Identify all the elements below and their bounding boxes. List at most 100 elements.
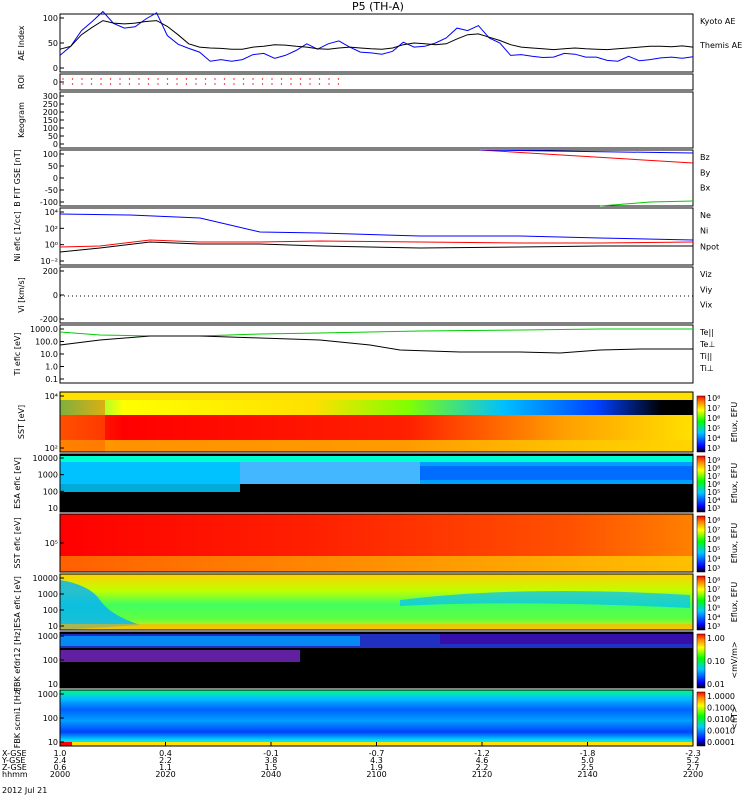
roi-mark xyxy=(128,78,131,80)
roi-mark xyxy=(71,83,74,85)
roi-mark xyxy=(280,78,283,80)
xaxis-row-label: Z-GSE xyxy=(2,763,27,772)
colorbar-tick-esa_e: 10⁸ xyxy=(707,464,720,473)
ytick-label-bfit: 100 xyxy=(43,150,58,159)
ytick-label-ti: 1.0 xyxy=(45,363,58,372)
ytick-label-keogram: 150 xyxy=(43,116,58,125)
roi-mark xyxy=(261,78,264,80)
roi-mark xyxy=(252,83,254,85)
colorbar-label-fbk_b: <nT> xyxy=(730,706,739,729)
legend-bfit-1: By xyxy=(700,168,710,177)
roi-mark xyxy=(271,78,273,80)
xaxis-row-label: Y-GSE xyxy=(1,756,25,765)
ytick-label-ni: 10⁻² xyxy=(40,257,58,266)
legend-ti-0: Te|| xyxy=(699,328,714,337)
xaxis-value-x: -1.2 xyxy=(474,749,490,758)
ytick-label-keogram: 300 xyxy=(43,92,58,101)
ytick-label-ti: 0.1 xyxy=(45,375,58,384)
ni-npot-line xyxy=(59,213,694,241)
ytick-label-ni: 10⁰ xyxy=(45,241,58,250)
colorbar-tick-fbk_b: 0.1000 xyxy=(707,704,735,713)
roi-mark xyxy=(290,83,292,85)
ylabel-vi: Vi [km/s] xyxy=(17,277,26,313)
xaxis-value-z: 1.9 xyxy=(370,763,383,772)
colorbar-tick-sst_i: 10⁴ xyxy=(707,554,720,563)
colorbar-tick-esa_i: 10⁵ xyxy=(707,604,720,613)
roi-mark xyxy=(299,78,302,80)
legend-ti-1: Te⊥ xyxy=(699,340,715,349)
ylabel-keogram: Keogram xyxy=(17,102,26,138)
bfit-bx-line xyxy=(479,149,694,154)
roi-mark xyxy=(90,78,93,80)
roi-mark xyxy=(185,83,188,85)
colorbar-label-fbk_e: <mV/m> xyxy=(730,641,739,678)
xaxis-value-z: 1.1 xyxy=(159,763,172,772)
panel-frame-roi xyxy=(59,73,694,91)
roi-mark xyxy=(62,83,64,85)
ytick-label-sst_e: 10² xyxy=(45,444,58,453)
ytick-label-fbk_e: 1000 xyxy=(38,632,58,641)
colorbar-tick-fbk_e: 0.01 xyxy=(707,680,725,689)
ylabel-sst_i: SST efic [eV] xyxy=(13,517,22,568)
colorbar-tick-sst_i: 10⁶ xyxy=(707,535,720,544)
roi-mark xyxy=(195,83,197,85)
roi-mark xyxy=(62,78,64,80)
legend-ti-3: Ti⊥ xyxy=(699,364,714,373)
ytick-label-vi: 200 xyxy=(43,267,58,276)
sst-electron-spectrogram xyxy=(60,392,693,452)
ytick-label-bfit: 0 xyxy=(53,174,58,183)
ytick-label-ae: 50 xyxy=(48,39,58,48)
roi-mark xyxy=(214,78,216,80)
series-ae-0 xyxy=(59,10,694,62)
roi-mark xyxy=(147,83,150,85)
legend-ae-0: Kyoto AE xyxy=(700,17,735,26)
legend-bfit-2: Bx xyxy=(700,184,710,193)
roi-mark xyxy=(100,78,102,80)
colorbar-tick-esa_i: 10³ xyxy=(707,622,720,631)
colorbar-tick-sst_e: 10⁶ xyxy=(707,414,720,423)
ytick-label-ti: 100.0 xyxy=(35,338,58,347)
ytick-label-keogram: 100 xyxy=(43,124,58,133)
roi-mark xyxy=(214,83,216,85)
legend-ti-2: Ti|| xyxy=(699,352,712,361)
colorbar-label-sst_e: Eflux, EFU xyxy=(730,402,739,443)
colorbar-tick-sst_e: 10⁵ xyxy=(707,424,720,433)
ytick-label-sst_e: 10⁴ xyxy=(45,392,58,401)
ytick-label-esa_e: 10 xyxy=(48,504,58,513)
xaxis-value-x: 0.4 xyxy=(159,749,172,758)
panel-frame-vi xyxy=(59,266,694,324)
xaxis-row-label: hhmm xyxy=(2,770,28,779)
roi-mark xyxy=(233,78,235,80)
roi-mark xyxy=(119,83,121,85)
xaxis-value-x: -1.8 xyxy=(580,749,596,758)
fbk-efield-spectrogram xyxy=(60,632,693,688)
colorbar-tick-sst_e: 10⁸ xyxy=(707,394,720,403)
roi-mark xyxy=(328,78,330,80)
legend-ni-1: Ni xyxy=(700,227,708,236)
ylabel-ae: AE Index xyxy=(17,25,26,60)
roi-mark xyxy=(204,83,207,85)
roi-mark xyxy=(242,83,245,85)
roi-mark xyxy=(138,78,140,80)
ylabel-fbk_e: FBK efdr12 [Hz] xyxy=(13,628,22,691)
colorbar-tick-esa_i: 10⁸ xyxy=(707,576,720,585)
roi-mark xyxy=(109,83,112,85)
ytick-label-esa_i: 10000 xyxy=(33,574,58,583)
roi-mark xyxy=(71,78,74,80)
ytick-label-esa_i: 10 xyxy=(48,622,58,631)
xaxis-value-t: 2120 xyxy=(472,770,492,779)
xaxis-value-t: 2020 xyxy=(155,770,175,779)
colorbar-tick-esa_e: 10⁷ xyxy=(707,472,720,481)
ylabel-fbk_b: FBK scmi1 [Hz] xyxy=(13,688,22,749)
ytick-label-keogram: 250 xyxy=(43,100,58,109)
ytick-label-esa_e: 10000 xyxy=(33,454,58,463)
roi-mark xyxy=(261,83,264,85)
ylabel-sst_e: SST [eV] xyxy=(17,405,26,439)
roi-mark xyxy=(309,78,311,80)
xaxis-value-x: -2.3 xyxy=(685,749,701,758)
xaxis-row-label: X-GSE xyxy=(2,749,27,758)
roi-mark xyxy=(223,78,226,80)
colorbar-tick-esa_i: 10⁷ xyxy=(707,585,720,594)
xaxis-value-x: 1.0 xyxy=(54,749,67,758)
